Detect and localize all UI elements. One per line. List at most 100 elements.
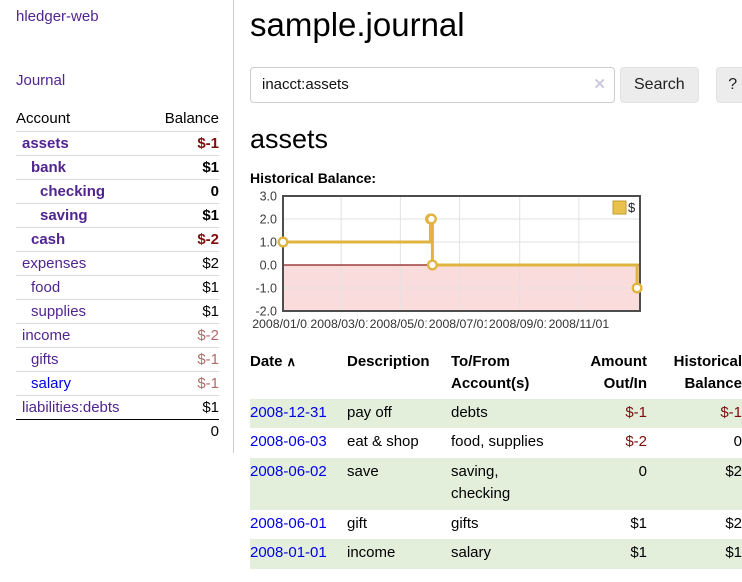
account-link-bank[interactable]: bank — [31, 159, 67, 176]
transaction-amount: $-1 — [625, 403, 647, 421]
account-balance: $1 — [149, 275, 219, 300]
transaction-amount: $1 — [630, 544, 647, 562]
main-content: sample.journal ✕ Search ? assets Histori… — [234, 0, 742, 569]
account-link-liabilities-debts[interactable]: liabilities:debts — [22, 399, 120, 416]
app-title: hledger-web — [16, 8, 219, 25]
accounts-total-balance: 0 — [149, 419, 219, 443]
accounts-header-row: Account Balance — [16, 107, 219, 132]
transaction-row: 2008-01-01 income salary $1 $1 — [250, 539, 742, 569]
chart-heading: Historical Balance: — [250, 169, 377, 186]
transaction-date-link[interactable]: 2008-12-31 — [250, 403, 327, 421]
account-link-food[interactable]: food — [31, 279, 61, 296]
account-balance: $1 — [149, 299, 219, 324]
transaction-date-link[interactable]: 2008-06-01 — [250, 514, 327, 532]
transaction-date-link[interactable]: 2008-06-03 — [250, 433, 327, 451]
account-link-checking[interactable]: checking — [40, 183, 106, 200]
accounts-table: Account Balance assets $-1 bank $1 check… — [16, 107, 219, 443]
account-row: bank $1 — [16, 155, 219, 180]
account-row: saving $1 — [16, 203, 219, 228]
search-box: ✕ — [250, 66, 615, 103]
svg-text:2008/01/01: 2008/01/01 — [252, 317, 314, 331]
search-input[interactable] — [250, 66, 615, 103]
svg-text:0.0: 0.0 — [260, 258, 277, 272]
transaction-balance: $2 — [725, 514, 742, 532]
svg-text:3.0: 3.0 — [260, 189, 277, 203]
register-header-row: Date ∧ Description To/From Account(s) Amo… — [250, 349, 742, 399]
transaction-row: 2008-06-02 save saving, checking 0 $2 — [250, 457, 742, 510]
column-header-description: Description — [347, 352, 430, 370]
svg-text:$: $ — [628, 200, 636, 215]
transaction-accounts: saving, checking — [451, 462, 511, 503]
transaction-row: 2008-06-03 eat & shop food, supplies $-2… — [250, 428, 742, 458]
transaction-balance: $1 — [725, 544, 742, 562]
account-row: expenses $2 — [16, 251, 219, 276]
transaction-description: save — [347, 462, 379, 480]
account-link-salary[interactable]: salary — [31, 375, 72, 392]
app: hledger-web Journal Account Balance asse… — [0, 0, 742, 569]
transaction-row: 2008-06-01 gift gifts $1 $2 — [250, 509, 742, 540]
account-row: food $1 — [16, 275, 219, 300]
column-header-accounts: To/From Account(s) — [451, 352, 530, 393]
account-balance: $-1 — [149, 131, 219, 156]
svg-text:2008/05/01: 2008/05/01 — [370, 317, 432, 331]
account-link-expenses[interactable]: expenses — [22, 255, 87, 272]
transaction-amount: $1 — [630, 514, 647, 532]
account-link-cash[interactable]: cash — [31, 231, 66, 248]
transaction-description: pay off — [347, 403, 392, 421]
transaction-balance: 0 — [733, 433, 742, 451]
clear-search-icon[interactable]: ✕ — [593, 76, 606, 94]
transaction-accounts: debts — [451, 403, 488, 421]
app-title-link[interactable]: hledger-web — [16, 8, 99, 25]
account-link-saving[interactable]: saving — [40, 207, 88, 224]
svg-text:-1.0: -1.0 — [255, 281, 277, 295]
account-link-supplies[interactable]: supplies — [31, 303, 87, 320]
accounts-total-row: 0 — [16, 419, 219, 443]
column-header-date[interactable]: Date ∧ — [250, 352, 297, 370]
account-heading: assets — [250, 123, 329, 154]
column-header-amount: Amount Out/In — [590, 352, 647, 393]
sidebar: hledger-web Journal Account Balance asse… — [0, 0, 234, 453]
historical-balance-chart: $3.0 2.0 1.0 0.0 -1.0 -2.0 2008/01/01 2008/03/0… — [250, 188, 742, 336]
account-balance: $1 — [149, 155, 219, 180]
accounts-header-account: Account — [16, 110, 71, 127]
transaction-description: eat & shop — [347, 433, 419, 451]
account-balance: $-1 — [149, 371, 219, 396]
account-link-assets[interactable]: assets — [22, 135, 69, 152]
search-button[interactable]: Search — [620, 66, 699, 103]
transaction-accounts: gifts — [451, 514, 479, 532]
transaction-accounts: food, supplies — [451, 433, 544, 451]
svg-text:2008/03/01: 2008/03/01 — [310, 317, 372, 331]
account-row: salary $-1 — [16, 371, 219, 396]
register-table: Date ∧ Description To/From Account(s) Amo… — [250, 349, 742, 569]
account-row: liabilities:debts $1 — [16, 395, 219, 420]
account-balance: $-1 — [149, 347, 219, 372]
account-balance: 0 — [149, 179, 219, 204]
sidebar-item-journal[interactable]: Journal — [16, 72, 66, 89]
accounts-header-balance: Balance — [164, 110, 219, 127]
account-link-income[interactable]: income — [22, 327, 71, 344]
account-row: supplies $1 — [16, 299, 219, 324]
account-row: checking 0 — [16, 179, 219, 204]
account-row: assets $-1 — [16, 131, 219, 156]
account-balance: $1 — [149, 203, 219, 228]
transaction-balance: $2 — [725, 462, 742, 480]
sort-ascending-icon: ∧ — [286, 353, 297, 369]
column-header-balance: Historical Balance — [673, 352, 742, 393]
search-form: ✕ Search ? — [250, 66, 742, 103]
help-button[interactable]: ? — [715, 66, 742, 103]
transaction-balance: $-1 — [720, 403, 742, 421]
svg-text:1.0: 1.0 — [260, 235, 277, 249]
transaction-amount: $-2 — [625, 433, 647, 451]
account-balance: $2 — [149, 251, 219, 276]
account-link-gifts[interactable]: gifts — [31, 351, 59, 368]
svg-text:-2.0: -2.0 — [255, 304, 277, 318]
transaction-accounts: salary — [451, 544, 492, 562]
transaction-date-link[interactable]: 2008-06-02 — [250, 462, 327, 480]
transaction-description: gift — [347, 514, 368, 532]
transaction-description: income — [347, 544, 396, 562]
svg-text:2008/07/01: 2008/07/01 — [429, 317, 491, 331]
account-balance: $1 — [149, 395, 219, 420]
account-balance: $-2 — [149, 227, 219, 252]
transaction-date-link[interactable]: 2008-01-01 — [250, 544, 327, 562]
account-row: cash $-2 — [16, 227, 219, 252]
